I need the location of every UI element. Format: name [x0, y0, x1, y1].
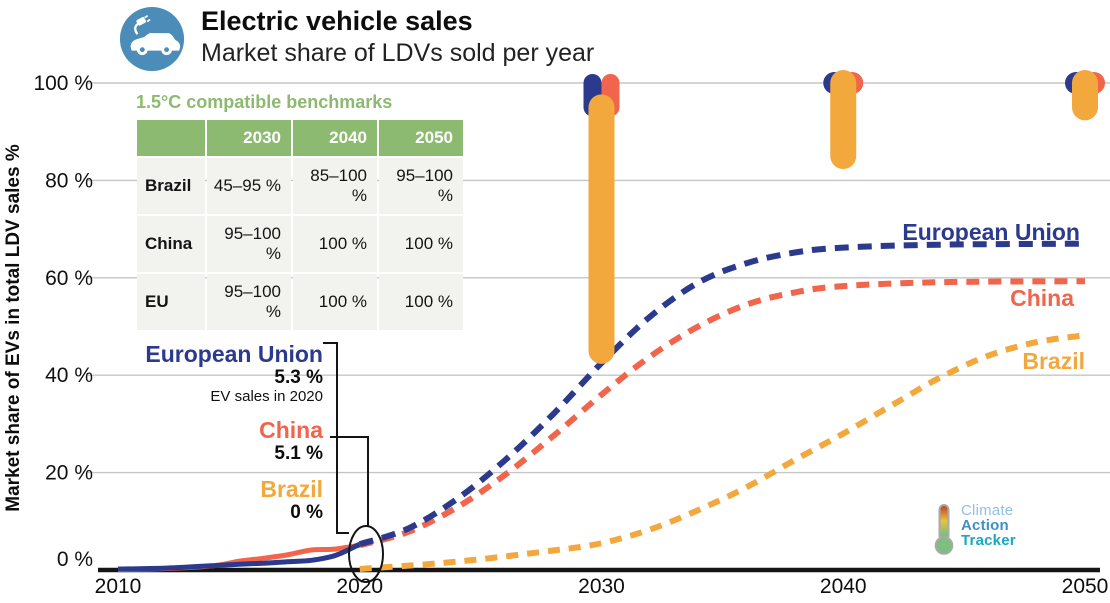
- annotation-brazil-value: 0 %: [290, 502, 323, 523]
- table-cell: 45–95 %: [207, 158, 291, 214]
- annotation-eu-label: European Union: [145, 341, 323, 367]
- ev-2020-annotation: European Union 5.3 % EV sales in 2020 Ch…: [128, 341, 323, 523]
- line-european-union-historical: [117, 541, 361, 572]
- ellipse-2020-highlight: [348, 525, 384, 583]
- column-header-blank: [137, 120, 205, 156]
- benchmark-capsule-2040-brazil: [830, 70, 857, 170]
- benchmark-table-panel: 1.5°C compatible benchmarks 2030 2040 2050…: [135, 92, 465, 332]
- benchmark-capsule-2030-brazil: [588, 94, 615, 364]
- y-tick-label-60: 60 %: [45, 267, 93, 290]
- logo-line-climate: Climate: [961, 502, 1014, 519]
- table-cell: 100 %: [379, 274, 463, 330]
- x-tick-label-2050: 2050: [1062, 575, 1109, 598]
- table-cell: 100 %: [379, 216, 463, 272]
- figure-header: Electric vehicle sales Market share of L…: [118, 5, 594, 73]
- line-european-union-projection: [358, 240, 1086, 548]
- thermometer-icon: [934, 504, 954, 555]
- page-title: Electric vehicle sales: [201, 6, 473, 36]
- column-header-2040: 2040: [293, 120, 377, 156]
- y-tick-label-0: 0 %: [57, 548, 93, 571]
- annotation-brazil-label: Brazil: [260, 476, 323, 502]
- bracket-china-brazil: [330, 436, 369, 526]
- benchmark-capsule-2050-brazil: [1072, 70, 1098, 121]
- x-tick-label-2040: 2040: [820, 575, 867, 598]
- logo-line-action: Action: [961, 517, 1009, 534]
- series-label-european-union: European Union: [902, 219, 1080, 245]
- benchmark-table-title: 1.5°C compatible benchmarks: [136, 92, 393, 112]
- annotation-note: EV sales in 2020: [210, 388, 323, 405]
- table-cell: 100 %: [293, 216, 377, 272]
- row-label: Brazil: [137, 158, 205, 214]
- table-row-eu: EU 95–100 % 100 % 100 %: [137, 274, 463, 330]
- table-cell: 85–100 %: [293, 158, 377, 214]
- column-header-2030: 2030: [207, 120, 291, 156]
- series-label-china: China: [1010, 285, 1074, 311]
- logo-line-tracker: Tracker: [961, 532, 1016, 549]
- column-header-2050: 2050: [379, 120, 463, 156]
- page-subtitle: Market share of LDVs sold per year: [201, 39, 595, 67]
- x-tick-label-2030: 2030: [578, 575, 625, 598]
- table-cell: 95–100 %: [207, 274, 291, 330]
- row-label: EU: [137, 274, 205, 330]
- y-tick-label-100: 100 %: [33, 72, 93, 95]
- table-cell: 95–100 %: [379, 158, 463, 214]
- y-tick-label-20: 20 %: [45, 462, 93, 485]
- x-tick-label-2010: 2010: [95, 575, 142, 598]
- table-row-china: China 95–100 % 100 % 100 %: [137, 216, 463, 272]
- climate-action-tracker-logo: Climate Action Tracker: [933, 503, 1016, 555]
- row-label: China: [137, 216, 205, 272]
- ev-car-icon: [119, 6, 185, 72]
- table-cell: 100 %: [293, 274, 377, 330]
- x-tick-label-2020: 2020: [336, 575, 383, 598]
- series-label-brazil: Brazil: [1022, 348, 1085, 374]
- y-tick-label-40: 40 %: [45, 364, 93, 387]
- annotation-china-label: China: [259, 417, 323, 443]
- line-china-projection: [358, 278, 1086, 549]
- table-row-brazil: Brazil 45–95 % 85–100 % 95–100 %: [137, 158, 463, 214]
- annotation-eu-value: 5.3 %: [274, 367, 323, 388]
- y-tick-label-80: 80 %: [45, 169, 93, 192]
- y-axis-title: Market share of EVs in total LDV sales %: [3, 144, 24, 512]
- table-cell: 95–100 %: [207, 216, 291, 272]
- benchmark-table: 2030 2040 2050 Brazil 45–95 % 85–100 % 95–100…: [135, 118, 465, 332]
- annotation-china-value: 5.1 %: [274, 443, 323, 464]
